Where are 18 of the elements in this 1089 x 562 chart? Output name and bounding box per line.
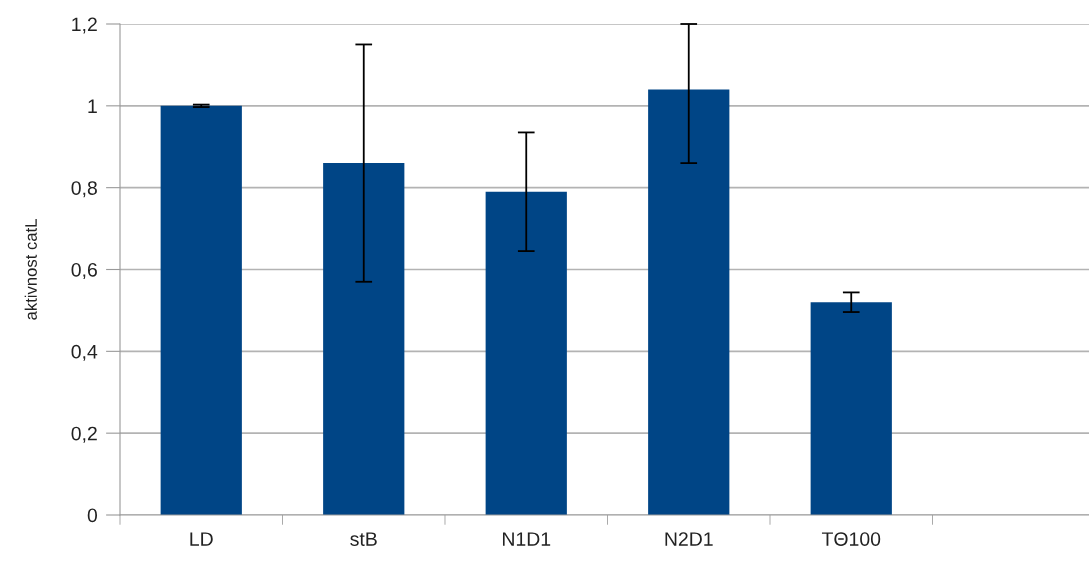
- x-tick-label: N1D1: [502, 532, 551, 546]
- y-tick-label: 1,2: [72, 17, 97, 34]
- bar: [160, 105, 242, 515]
- x-tick-label: stB: [350, 532, 377, 546]
- y-tick-label: 0: [87, 508, 98, 523]
- bar: [810, 302, 892, 515]
- y-tick-label: 0,6: [71, 262, 97, 280]
- y-tick-label: 1: [88, 99, 97, 113]
- x-tick-label: LD: [190, 532, 213, 546]
- x-tick-label: N2D1: [665, 532, 713, 546]
- y-axis-title: aktivnost catL: [24, 219, 37, 320]
- x-tick-label: TΘ100: [821, 532, 881, 546]
- y-tick-label: 0,8: [71, 181, 97, 198]
- y-tick-label: 0,4: [71, 344, 98, 361]
- bar: [323, 163, 405, 515]
- bar: [485, 191, 567, 515]
- bar: [648, 89, 730, 515]
- y-tick-label: 0,2: [71, 426, 97, 443]
